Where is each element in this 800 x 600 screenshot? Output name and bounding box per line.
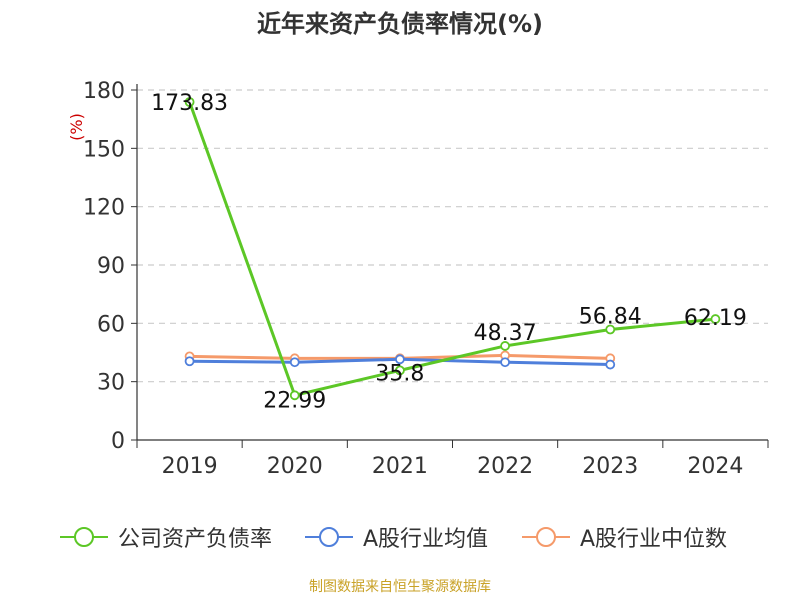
y-tick-label: 90: [97, 254, 125, 279]
series-line: [188, 101, 716, 397]
y-axis-label: (%): [67, 113, 86, 141]
x-tick-label: 2022: [477, 454, 533, 479]
legend-item-company[interactable]: 公司资产负债率: [60, 520, 272, 554]
legend-marker-industry-avg: [305, 527, 353, 547]
data-point[interactable]: [605, 359, 616, 370]
data-label: 173.83: [151, 91, 228, 116]
legend-item-industry-avg[interactable]: A股行业均值: [305, 520, 488, 554]
data-label: 48.37: [474, 321, 537, 346]
grid-lines: [137, 89, 768, 383]
source-note: 制图数据来自恒生聚源数据库: [309, 579, 491, 595]
data-label: 35.8: [375, 361, 424, 386]
data-point[interactable]: [289, 357, 300, 368]
legend-label-company: 公司资产负债率: [118, 527, 273, 552]
chart-title: 近年来资产负债率情况(%): [257, 10, 543, 38]
data-point[interactable]: [500, 357, 510, 368]
x-tick-label: 2023: [582, 454, 638, 479]
data-labels: 173.83 22.99 35.8 48.37 56.84 62.19: [151, 91, 747, 413]
data-point[interactable]: [710, 314, 721, 324]
axes: 0 30 60 90 120 150 180 2019 2020 2021 2022 2023 2024…: [67, 79, 769, 479]
data-point[interactable]: [395, 354, 405, 365]
data-label: 56.84: [579, 304, 642, 329]
legend-label-industry-median: A股行业中位数: [580, 527, 728, 552]
y-tick-label: 150: [83, 137, 125, 162]
x-tick-label: 2021: [372, 454, 428, 479]
data-point[interactable]: [184, 97, 195, 107]
data-point[interactable]: [395, 365, 405, 376]
legend-marker-industry-median: [522, 527, 570, 547]
y-tick-label: 30: [97, 371, 125, 396]
data-label: 62.19: [684, 306, 747, 331]
data-point[interactable]: [289, 390, 300, 401]
x-tick-label: 2019: [162, 454, 218, 479]
legend-marker-company: [60, 527, 108, 547]
x-tick-label: 2024: [687, 454, 743, 479]
legend: 公司资产负债率 A股行业均值 A股行业中位数: [0, 520, 800, 554]
legend-label-industry-avg: A股行业均值: [363, 527, 489, 552]
data-point[interactable]: [184, 356, 195, 367]
x-tick-label: 2020: [267, 454, 323, 479]
y-tick-label: 60: [97, 312, 125, 337]
y-tick-label: 180: [83, 79, 125, 104]
data-label: 22.99: [263, 388, 326, 413]
legend-item-industry-median[interactable]: A股行业中位数: [522, 520, 727, 554]
series-lines: [184, 97, 721, 401]
data-point[interactable]: [605, 324, 616, 335]
y-tick-label: 0: [111, 429, 125, 454]
data-point[interactable]: [500, 341, 510, 351]
y-tick-label: 120: [83, 196, 125, 221]
